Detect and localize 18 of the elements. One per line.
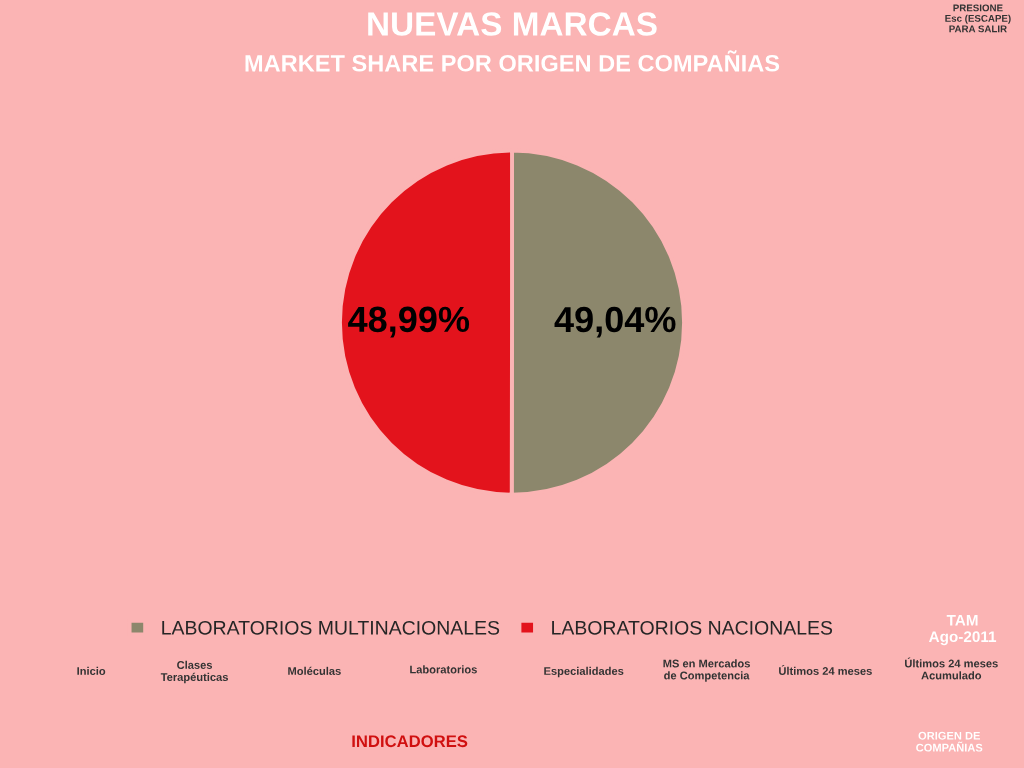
text: Últimos 24 meses Acumulado	[905, 657, 998, 680]
text: Clases Terapéuticas	[160, 660, 228, 684]
text: Especialidades	[544, 666, 624, 678]
text: Últimos 24 meses	[779, 665, 872, 675]
data-label: 48,99%	[348, 306, 470, 338]
chart-subtitle: MARKET SHARE POR ORIGEN DE COMPAÑIAS	[245, 50, 780, 72]
text: ORIGEN DE COMPAÑIAS	[916, 731, 983, 752]
text: PRESIONE Esc (ESCAPE) PARA SALIR	[945, 4, 1011, 33]
chart-title: NUEVAS MARCAS	[368, 12, 657, 36]
text: TAM Ago-2011	[928, 614, 997, 646]
text: INDICADORES	[352, 735, 468, 748]
text: Laboratorios	[410, 665, 477, 674]
text: MS en Mercados de Competencia	[663, 659, 750, 682]
legend-label: LABORATORIOS NACIONALES	[552, 620, 833, 635]
text: Inicio	[77, 666, 106, 675]
legend-label: LABORATORIOS MULTINACIONALES	[162, 620, 500, 635]
data-label: 49,04%	[554, 306, 676, 338]
text: Moléculas	[288, 666, 341, 675]
